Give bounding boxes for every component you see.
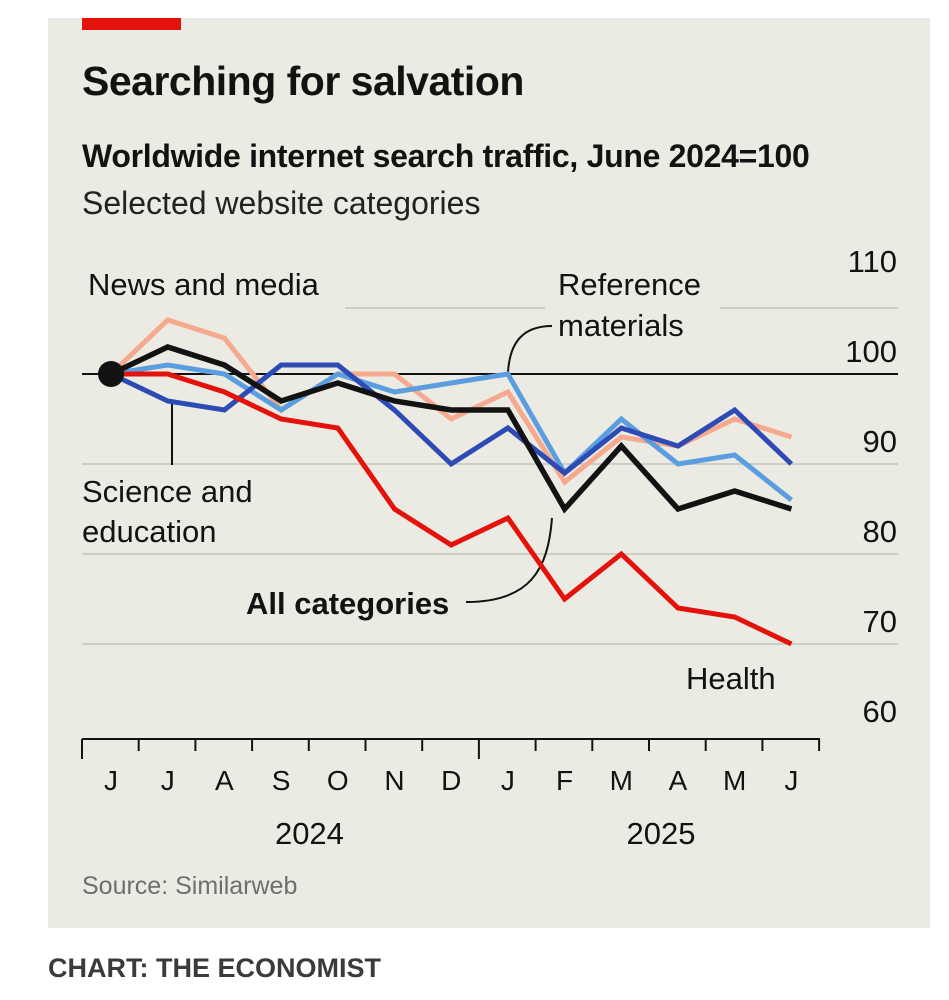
x-tick-label: A (215, 765, 234, 796)
chart-subsubtitle: Selected website categories (82, 185, 481, 221)
economist-red-tag (82, 18, 181, 30)
series-line-science-and-education (109, 362, 794, 477)
x-tick-label: J (784, 765, 798, 796)
y-tick-label-100: 100 (845, 334, 897, 369)
gridlines: 110 100 90 80 70 60 (82, 244, 898, 729)
chart-credit: CHART: THE ECONOMIST (48, 953, 381, 983)
x-tick-label: O (327, 765, 349, 796)
series-lines (98, 317, 794, 647)
y-tick-label-70: 70 (863, 604, 897, 639)
series-line-reference-materials (110, 362, 793, 502)
year-label-2024: 2024 (275, 816, 344, 851)
annotation-lines (171, 325, 553, 603)
label-science-line2: education (82, 514, 216, 549)
label-health: Health (686, 661, 776, 696)
y-tick-label-80: 80 (863, 514, 897, 549)
y-tick-label-90: 90 (863, 424, 897, 459)
y-tick-label-60: 60 (863, 694, 897, 729)
y-tick-label-110: 110 (848, 244, 897, 279)
x-tick-label: M (610, 765, 633, 796)
chart-title: Searching for salvation (82, 58, 524, 104)
x-tick-label: N (384, 765, 404, 796)
label-reference-line1: Reference (558, 267, 701, 302)
label-reference-line2: materials (558, 308, 684, 343)
year-label-2025: 2025 (627, 816, 696, 851)
series-line-news-and-media (109, 317, 793, 486)
x-tick-label: D (441, 765, 461, 796)
chart-panel (48, 18, 930, 928)
label-science-line1: Science and (82, 474, 253, 509)
leader-all-categories (465, 517, 553, 603)
x-tick-label: F (556, 765, 573, 796)
x-tick-label: M (723, 765, 746, 796)
series-line-all-categories (109, 344, 793, 514)
source-note: Source: Similarweb (82, 872, 298, 900)
x-tick-label: J (104, 765, 118, 796)
leader-reference (507, 325, 553, 373)
x-tick-label: J (161, 765, 175, 796)
label-news-and-media: News and media (88, 267, 320, 302)
x-axis: J J A S O N D J F M A M J 2024 2025 (81, 738, 821, 851)
x-tick-label: S (272, 765, 291, 796)
annotation-labels: News and media Reference materials Scien… (82, 267, 776, 696)
x-tick-label: A (669, 765, 688, 796)
x-tick-label: J (501, 765, 515, 796)
start-dot (98, 361, 124, 387)
series-line-health (111, 371, 793, 647)
chart-subtitle: Worldwide internet search traffic, June … (82, 138, 810, 174)
label-all-categories: All categories (246, 586, 449, 621)
